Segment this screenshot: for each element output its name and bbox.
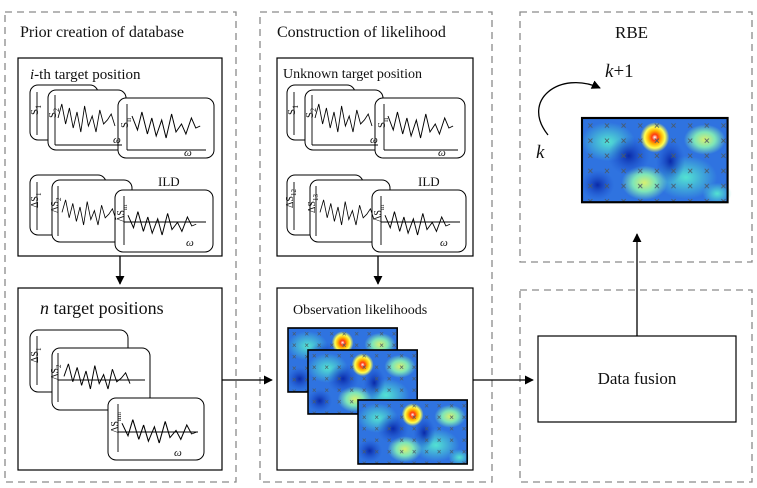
ild-card-dsm xyxy=(114,189,214,253)
rbe-posterior-map xyxy=(579,116,733,206)
svg-text:ΔS2: ΔS2 xyxy=(50,197,63,213)
ith-title-italic: i xyxy=(30,67,34,83)
n-target-box: n target positions ΔS1 ΔS2 ΔSnm ω xyxy=(17,287,223,471)
omega-s2: ω xyxy=(113,134,121,146)
rbe-recursion-arrow xyxy=(538,80,601,136)
n-title-italic: n xyxy=(40,298,49,318)
svg-text:Sn: Sn xyxy=(376,118,390,128)
omega-u-s2: ω xyxy=(370,134,378,146)
svg-text:S1: S1 xyxy=(286,105,300,115)
svg-text:i-th target position: i-th target position xyxy=(30,67,141,83)
unknown-card-sn xyxy=(374,97,466,159)
rbe-k-label: k xyxy=(536,142,545,163)
rbe-k-plus-1-rest: +1 xyxy=(613,61,633,82)
svg-text:ΔSnm: ΔSnm xyxy=(110,412,123,434)
svg-text:ΔS13: ΔS13 xyxy=(307,194,320,214)
prior-panel-border xyxy=(4,11,237,483)
likelihood-panel-title: Construction of likelihood xyxy=(277,24,446,41)
observation-likelihoods-box: Observation likelihoods xyxy=(276,287,474,471)
omega-sn: ω xyxy=(184,147,192,159)
svg-text:ΔSm: ΔSm xyxy=(116,204,129,222)
unknown-ild-card-m xyxy=(371,189,467,253)
svg-text:S2: S2 xyxy=(304,108,318,118)
rbe-k-plus-1-italic: k xyxy=(605,61,614,82)
label-n-ds1: ΔS xyxy=(30,351,41,363)
label-ds1: ΔS xyxy=(30,196,41,208)
label-u-sn: S xyxy=(376,122,388,128)
label-s1: S xyxy=(29,109,41,115)
svg-text:ΔS1: ΔS1 xyxy=(30,192,43,208)
omega-u-dsm: ω xyxy=(440,237,448,249)
label-dsnm: ΔS xyxy=(110,421,121,433)
svg-text:S1: S1 xyxy=(29,105,43,115)
svg-text:ΔS2: ΔS2 xyxy=(50,364,63,380)
svg-text:ΔS12: ΔS12 xyxy=(285,189,298,209)
svg-text:ΔSm: ΔSm xyxy=(373,204,386,222)
svg-text:ΔS1: ΔS1 xyxy=(30,347,43,363)
rbe-panel-title: RBE xyxy=(615,23,648,42)
data-fusion-label: Data fusion xyxy=(598,369,677,388)
data-fusion-box xyxy=(537,335,737,423)
label-u-dsm: ΔS xyxy=(373,210,384,222)
likelihood-map-n xyxy=(356,399,472,467)
label-dsm: ΔS xyxy=(116,210,127,222)
n-card-nm xyxy=(107,397,205,461)
svg-text:S2: S2 xyxy=(47,108,61,118)
label-n-ds2: ΔS xyxy=(50,368,61,380)
unknown-target-box: Unknown target position S1 S2 Sn ω ω ILD… xyxy=(276,57,474,257)
unknown-title: Unknown target position xyxy=(283,67,422,82)
observation-title: Observation likelihoods xyxy=(293,303,427,318)
svg-text:n target positions: n target positions xyxy=(40,298,164,318)
svg-text:k+1: k+1 xyxy=(605,61,634,82)
fusion-panel-border xyxy=(519,289,753,483)
label-ds13: ΔS xyxy=(307,201,318,213)
label-u-s2: S xyxy=(304,112,316,118)
label-ds12: ΔS xyxy=(285,196,296,208)
n-title-rest: target positions xyxy=(49,298,164,318)
omega-nm: ω xyxy=(174,447,182,459)
ith-target-box: i-th target position S1 S2 Sn ω ω ILD ΔS… xyxy=(17,57,223,257)
label-ds2: ΔS xyxy=(50,201,61,213)
signal-card-sn xyxy=(117,97,215,159)
omega-dsm: ω xyxy=(186,237,194,249)
label-sn: S xyxy=(119,122,131,128)
ild-label-prior: ILD xyxy=(158,174,180,189)
likelihood-panel-border xyxy=(259,11,493,483)
ild-label-unknown: ILD xyxy=(418,174,440,189)
svg-text:Sn: Sn xyxy=(119,118,133,128)
ith-title-rest: -th target position xyxy=(34,67,141,83)
label-u-s1: S xyxy=(286,109,298,115)
label-s2: S xyxy=(47,112,59,118)
omega-u-sn: ω xyxy=(438,147,446,159)
prior-panel-title: Prior creation of database xyxy=(20,24,184,41)
